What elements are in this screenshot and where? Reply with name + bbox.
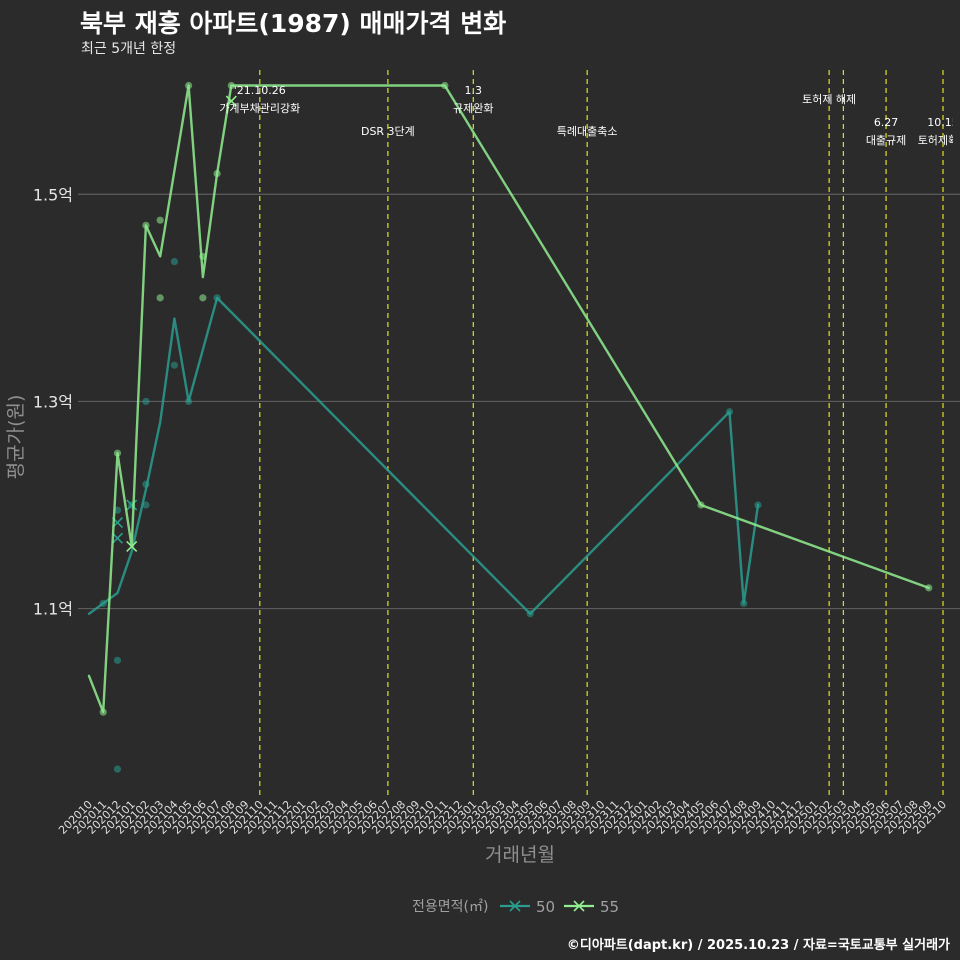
data-point (113, 656, 122, 664)
x-axis: 2020102020112020122021012021022021032021… (56, 798, 949, 837)
data-point (142, 480, 150, 488)
data-point (113, 506, 122, 514)
event-label: 대출규제 (866, 134, 906, 147)
data-point (740, 599, 748, 607)
legend-item-50[interactable]: 50 (500, 898, 555, 916)
data-point (526, 610, 534, 618)
gridlines (78, 193, 960, 610)
data-point (213, 294, 221, 302)
x-axis-title: 거래년월 (485, 844, 555, 866)
data-point (199, 252, 207, 261)
series-line (87, 84, 930, 714)
event-label: 특례대출축소 (557, 125, 618, 138)
data-point (142, 221, 150, 229)
series-line (87, 296, 760, 615)
data-cross (225, 95, 237, 107)
event-date-label: '21.10.26 (234, 84, 286, 97)
data-point (697, 501, 705, 509)
data-point (170, 258, 178, 266)
event-lines (259, 70, 944, 795)
data-point (113, 449, 122, 457)
data-point (142, 397, 150, 406)
y-tick-label: 1.5억 (33, 185, 73, 204)
data-point (156, 294, 164, 302)
event-label: 토허제확대 (918, 134, 960, 147)
data-point (754, 501, 762, 509)
y-axis: 1.1억 1.3억 1.5억 (33, 185, 73, 618)
data-point (99, 599, 107, 607)
legend[interactable]: 전용면적(㎡) 50 55 (412, 898, 619, 916)
data-point (156, 216, 164, 224)
data-point (185, 397, 193, 406)
data-cross (126, 540, 138, 552)
data-point (725, 408, 734, 416)
chart-title: 북부 재흥 아파트(1987) 매매가격 변화 (80, 9, 507, 38)
data-point (185, 81, 193, 90)
chart-subtitle: 최근 5개년 한정 (81, 41, 177, 57)
event-date-label: 10.15 (927, 116, 959, 129)
data-point (170, 361, 178, 369)
series-55 (87, 81, 933, 716)
series-50 (87, 258, 762, 773)
legend-title: 전용면적(㎡) (412, 899, 488, 915)
data-series (87, 81, 933, 773)
data-point (925, 584, 933, 592)
legend-item-55[interactable]: 55 (564, 898, 619, 916)
legend-key-cross (509, 900, 521, 912)
data-point (113, 765, 122, 773)
y-tick-label: 1.3억 (33, 392, 73, 411)
data-point (227, 81, 235, 90)
data-point (142, 501, 150, 509)
event-label: 규제완화 (453, 102, 493, 115)
event-date-label: 6.27 (874, 116, 899, 129)
data-point (213, 169, 221, 178)
event-label: 토허제 해제 (802, 92, 856, 106)
data-point (199, 294, 207, 302)
event-label: DSR 3단계 (361, 125, 415, 138)
y-axis-title: 평균가(원) (5, 395, 27, 480)
legend-key-cross (573, 900, 585, 912)
source-caption: ©디아파트(dapt.kr) / 2025.10.23 / 자료=국토교통부 실… (566, 938, 950, 953)
data-point (441, 81, 449, 90)
y-tick-label: 1.1억 (33, 600, 73, 619)
legend-label: 50 (536, 898, 555, 916)
data-point (99, 708, 107, 716)
event-label: 가계부채관리강화 (219, 102, 300, 115)
legend-label: 55 (600, 898, 619, 916)
event-date-label: 1.3 (465, 84, 483, 97)
data-cross (126, 499, 138, 511)
